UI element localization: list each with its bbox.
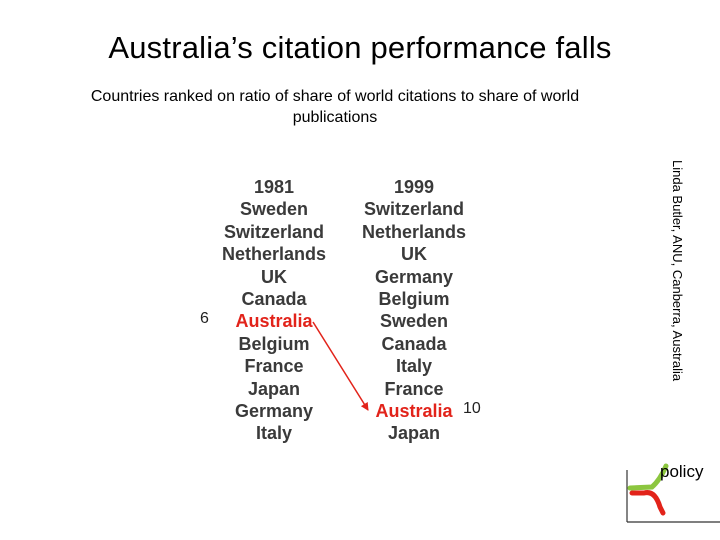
country-1981: Belgium [238, 333, 310, 354]
country-1999: Italy [395, 356, 433, 377]
country-1999: France [384, 378, 444, 399]
country-1981: Sweden [239, 199, 309, 220]
country-1981: Canada [241, 289, 307, 310]
rank-label-1981: 6 [200, 310, 209, 327]
country-1981-highlight: Australia [235, 311, 313, 332]
country-1999: Japan [387, 423, 441, 444]
country-1999: Switzerland [363, 199, 465, 220]
slide-subtitle: Countries ranked on ratio of share of wo… [90, 88, 580, 126]
country-1981: France [244, 356, 304, 377]
slide-title: Australia’s citation performance falls [108, 30, 612, 65]
country-1999: Canada [381, 333, 447, 354]
country-1999: Netherlands [361, 221, 467, 242]
rank-label-1999: 10 [463, 400, 481, 417]
country-1981: Japan [247, 378, 301, 399]
policy-logo-icon [626, 463, 720, 523]
country-1999: Sweden [379, 311, 449, 332]
country-1981: Switzerland [223, 221, 325, 242]
country-1999: Germany [374, 266, 454, 287]
country-1999: UK [401, 244, 427, 265]
ranking-1999: 1999 Switzerland Netherlands UK Germany … [334, 176, 494, 445]
country-1981: Netherlands [221, 244, 327, 265]
country-1981: UK [261, 266, 287, 287]
year-heading-1999: 1999 [393, 177, 435, 197]
country-1999: Belgium [378, 289, 450, 310]
country-1981: Italy [255, 423, 293, 444]
country-1981: Germany [234, 401, 314, 422]
year-heading-1981: 1981 [253, 177, 295, 197]
policy-logo-text: policy [660, 462, 704, 481]
ranking-1981: 1981 Sweden Switzerland Netherlands UK C… [194, 176, 354, 445]
source-credit: Linda Butler, ANU, Canberra, Australia [670, 160, 685, 382]
country-1999-highlight: Australia [375, 401, 453, 422]
